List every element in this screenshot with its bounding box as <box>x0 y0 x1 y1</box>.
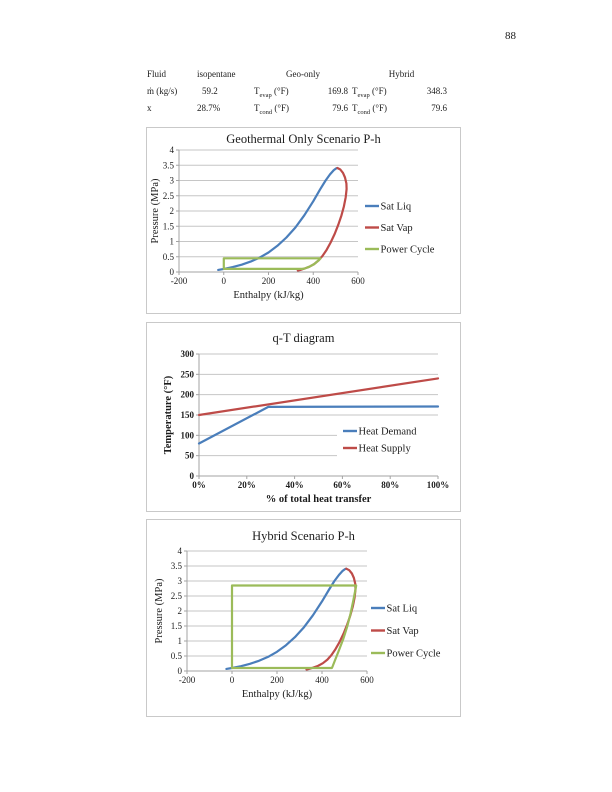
y-tick-label: 100 <box>181 430 195 440</box>
x-tick-label: 20% <box>238 480 256 490</box>
table-label-mdot: ṁ (kg/s) <box>147 86 178 96</box>
x-tick-label: 100% <box>427 480 450 490</box>
table-value-geo-tevap: 169.8 <box>327 86 348 96</box>
legend-background <box>337 420 445 457</box>
table-value-hybrid-tevap: 348.3 <box>426 86 447 96</box>
x-axis-label: Enthalpy (kJ/kg) <box>233 290 304 301</box>
y-axis-label: Pressure (MPa) <box>154 578 165 644</box>
legend-label-heat-supply: Heat Supply <box>359 444 412 455</box>
y-tick-label: 3 <box>170 176 175 186</box>
series-heat-supply <box>197 377 440 417</box>
y-tick-label: 4 <box>170 145 175 155</box>
table-value-fluid: isopentane <box>197 69 236 79</box>
series-sat-liq <box>225 567 348 670</box>
table-label-fluid: Fluid <box>147 69 167 79</box>
x-tick-label: -200 <box>179 675 196 685</box>
q-t-diagram-svg: 0 50 100 150 200 250 300 0% 20% 40% 60% 80% 100% Heat… <box>163 331 450 505</box>
x-tick-label: 200 <box>270 675 284 685</box>
y-tick-label: 4 <box>178 546 183 556</box>
page-number: 88 <box>505 30 516 42</box>
series-power-cycle <box>222 257 322 270</box>
y-tick-label: 0.5 <box>171 651 183 661</box>
y-tick-label: 1 <box>178 636 183 646</box>
chart-q-t-diagram: 0 50 100 150 200 250 300 0% 20% 40% 60% 80% 100% Heat… <box>146 322 461 512</box>
y-tick-label: 0 <box>178 666 183 676</box>
x-tick-label: 60% <box>333 480 351 490</box>
table-value-hybrid-tcond: 79.6 <box>431 103 447 113</box>
table-header-hybrid: Hybrid <box>388 69 415 79</box>
table-label-hybrid-tevap: Tevap (°F) <box>352 86 387 99</box>
y-tick-label: 3.5 <box>163 160 175 170</box>
x-tick-label: -200 <box>171 276 188 286</box>
x-tick-label: 400 <box>307 276 321 286</box>
y-tick-label: 50 <box>185 451 195 461</box>
x-axis-label: % of total heat transfer <box>266 494 372 505</box>
table-label-geo-tcond: Tcond (°F) <box>254 103 289 116</box>
x-tick-label: 0 <box>222 276 227 286</box>
y-tick-label: 2 <box>178 606 183 616</box>
chart-geothermal-only-ph: 0 0.5 1 1.5 2 2.5 3 3.5 4 -200 0 200 400 600 Sat Liq Sa… <box>146 127 461 314</box>
y-tick-label: 1 <box>170 237 175 247</box>
x-tick-label: 0% <box>192 480 206 490</box>
y-tick-label: 250 <box>181 369 195 379</box>
legend-label-sat-liq: Sat Liq <box>387 604 418 615</box>
x-tick-label: 600 <box>351 276 365 286</box>
y-tick-label: 2.5 <box>171 591 183 601</box>
legend-label-sat-vap: Sat Vap <box>387 626 419 637</box>
x-tick-label: 40% <box>286 480 304 490</box>
x-tick-label: 200 <box>262 276 276 286</box>
y-axis-label: Pressure (MPa) <box>150 178 161 244</box>
series-heat-demand <box>197 405 440 445</box>
x-tick-label: 80% <box>381 480 399 490</box>
x-tick-label: 600 <box>360 675 374 685</box>
y-tick-label: 1.5 <box>171 621 183 631</box>
legend-label-heat-demand: Heat Demand <box>359 427 418 438</box>
chart-title: q-T diagram <box>273 331 335 345</box>
legend-label-power-cycle: Power Cycle <box>381 245 435 256</box>
table-value-mdot: 59.2 <box>202 86 218 96</box>
table-value-geo-tcond: 79.6 <box>332 103 348 113</box>
table-label-x: x <box>147 103 152 113</box>
chart-title: Hybrid Scenario P-h <box>252 529 356 543</box>
y-tick-label: 200 <box>181 390 195 400</box>
y-tick-label: 2.5 <box>163 191 175 201</box>
y-tick-label: 150 <box>181 410 195 420</box>
y-tick-label: 0 <box>190 471 195 481</box>
series-sat-vap <box>296 166 348 272</box>
series-power-cycle <box>230 584 358 670</box>
y-tick-label: 0.5 <box>163 252 175 262</box>
y-tick-label: 1.5 <box>163 221 175 231</box>
parameters-table: Fluid isopentane Geo-only Hybrid ṁ (kg/s… <box>147 66 453 117</box>
chart-hybrid-ph: 0 0.5 1 1.5 2 2.5 3 3.5 4 -200 0 200 400 600 Sat Liq Sa… <box>146 519 461 717</box>
table-header-geo-only: Geo-only <box>286 69 320 79</box>
y-tick-label: 3.5 <box>171 561 183 571</box>
table-value-x: 28.7% <box>197 103 221 113</box>
x-axis-label: Enthalpy (kJ/kg) <box>242 689 313 700</box>
y-tick-label: 300 <box>181 349 195 359</box>
legend-label-sat-vap: Sat Vap <box>381 223 413 234</box>
y-tick-label: 2 <box>170 206 175 216</box>
table-label-geo-tevap: Tevap (°F) <box>254 86 289 99</box>
legend-label-sat-liq: Sat Liq <box>381 202 412 213</box>
series-sat-liq <box>217 166 339 271</box>
y-axis-label: Temperature (°F) <box>163 375 174 454</box>
y-tick-label: 0 <box>170 267 175 277</box>
table-label-hybrid-tcond: Tcond (°F) <box>352 103 387 116</box>
x-tick-label: 0 <box>230 675 235 685</box>
y-tick-label: 3 <box>178 576 183 586</box>
legend-label-power-cycle: Power Cycle <box>387 649 441 660</box>
chart-title: Geothermal Only Scenario P-h <box>226 132 381 146</box>
x-tick-label: 400 <box>315 675 329 685</box>
